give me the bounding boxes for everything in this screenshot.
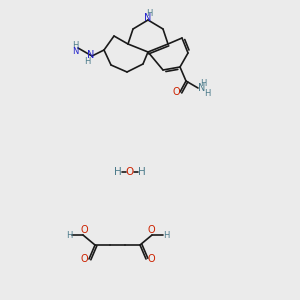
- Text: O: O: [80, 254, 88, 264]
- Text: N: N: [72, 46, 78, 56]
- Text: N: N: [144, 13, 152, 23]
- Text: H: H: [204, 88, 210, 98]
- Text: N: N: [87, 50, 95, 60]
- Text: N: N: [198, 83, 206, 93]
- Text: H: H: [146, 8, 152, 17]
- Text: H: H: [72, 41, 78, 50]
- Text: O: O: [80, 225, 88, 235]
- Text: O: O: [126, 167, 134, 177]
- Text: H: H: [84, 58, 90, 67]
- Text: H: H: [66, 230, 72, 239]
- Text: H: H: [200, 79, 206, 88]
- Text: O: O: [147, 225, 155, 235]
- Text: H: H: [138, 167, 146, 177]
- Text: O: O: [147, 254, 155, 264]
- Text: H: H: [163, 230, 169, 239]
- Text: H: H: [114, 167, 122, 177]
- Text: O: O: [172, 87, 180, 97]
